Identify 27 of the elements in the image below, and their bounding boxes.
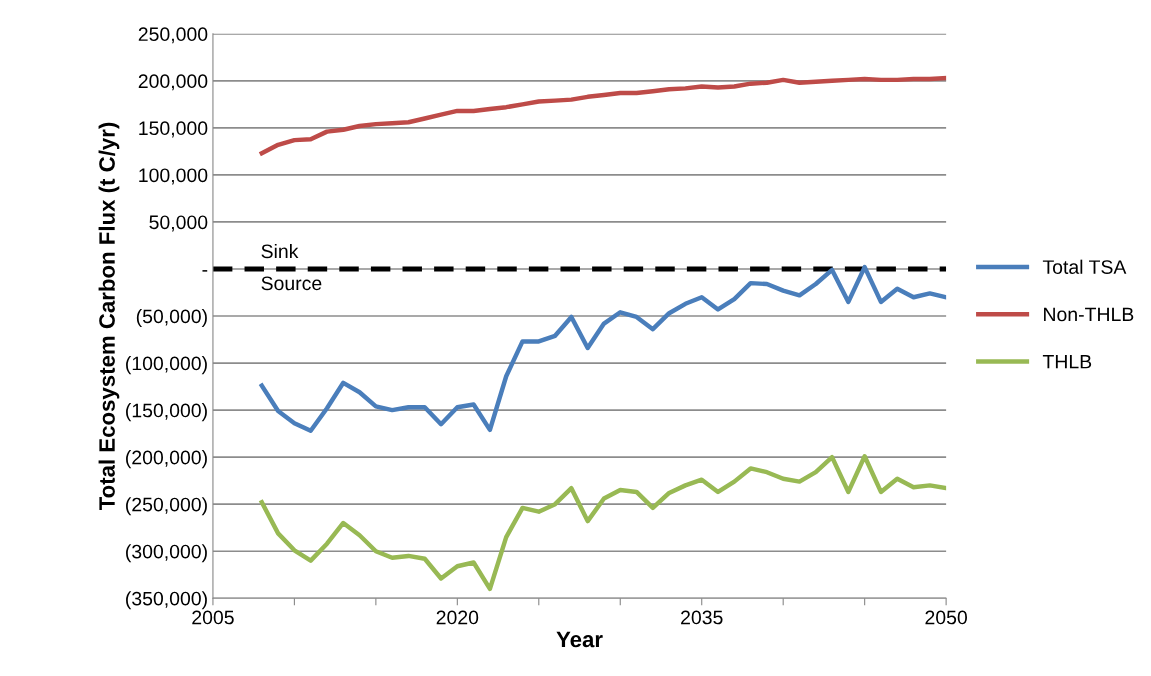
y-tick-label: (100,000) — [126, 356, 207, 375]
y-tick-label: (200,000) — [126, 450, 207, 469]
y-tick-label: 200,000 — [138, 74, 208, 91]
annotation: Source — [261, 276, 322, 291]
legend-label: THLB — [1042, 354, 1092, 369]
y-tick-label: 100,000 — [139, 168, 208, 185]
y-tick-label: 50,000 — [149, 215, 208, 232]
x-axis-title: Year — [556, 631, 603, 648]
y-tick-label: (250,000) — [126, 497, 207, 516]
y-tick-label: (350,000) — [126, 591, 207, 610]
y-tick-label: (50,000) — [136, 308, 207, 328]
y-tick-label: (150,000) — [126, 403, 207, 422]
line-series — [259, 453, 947, 592]
y-tick-label: - — [202, 270, 208, 272]
y-tick-label: 150,000 — [139, 121, 208, 138]
legend-label: Non-THLB — [1044, 307, 1134, 322]
y-tick-label: 250,000 — [138, 27, 208, 44]
x-tick-label: 2005 — [192, 610, 234, 625]
x-tick-label: 2050 — [925, 610, 967, 625]
line-series — [259, 75, 947, 156]
y-tick-label: (300,000) — [126, 544, 207, 563]
annotation: Sink — [261, 243, 299, 259]
line-series — [259, 264, 947, 434]
y-axis-title: Total Ecosystem Carbon Flux (t C/yr) — [98, 122, 120, 511]
x-tick-label: 2020 — [436, 610, 479, 625]
legend-label: Total TSA — [1042, 259, 1127, 274]
x-tick-label: 2035 — [681, 610, 723, 625]
